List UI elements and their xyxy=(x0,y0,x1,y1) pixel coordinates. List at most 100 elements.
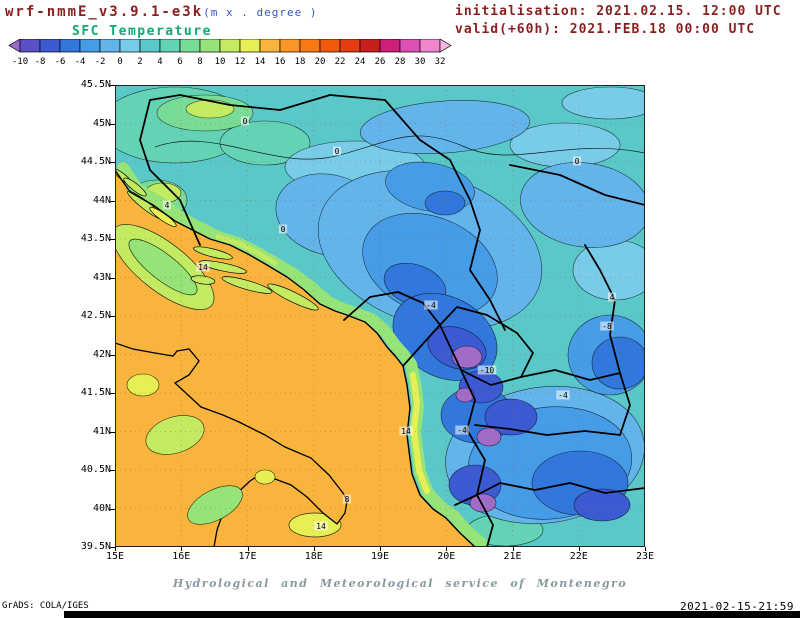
contour-label: 0 xyxy=(240,116,250,126)
isotherm-contour xyxy=(154,135,645,160)
colorbar: -10 -8 -6 -4 -2 0 2 4 6 8 10 12 14 16 18 20 22 24 26 28 30 32 xyxy=(8,39,452,67)
y-axis-label: 44N xyxy=(92,194,111,206)
colorbar-tick-label: 12 xyxy=(235,57,246,67)
axis-tick xyxy=(446,547,448,551)
contour-label: -4 xyxy=(455,425,469,435)
colorbar-cell xyxy=(239,39,261,53)
y-axis-label: 41.5N xyxy=(80,387,111,398)
italy-terrain-patches xyxy=(126,373,276,525)
contour-label: 4 xyxy=(162,200,172,210)
colorbar-cell xyxy=(219,39,241,53)
coastal-warm-band xyxy=(117,162,487,547)
axis-tick xyxy=(578,547,580,551)
contour-label: -4 xyxy=(556,390,570,400)
y-axis-label: 39.5N xyxy=(80,541,111,552)
axis-tick xyxy=(110,123,115,125)
colorbar-cell xyxy=(119,39,141,53)
colorbar-tick-label: 26 xyxy=(375,57,386,67)
colorbar-tick-label: 20 xyxy=(315,57,326,67)
grads-credit: GrADS: COLA/IGES xyxy=(2,601,89,611)
colorbar-tick-label: 32 xyxy=(435,57,446,67)
svg-text:-8: -8 xyxy=(602,322,612,331)
colorbar-tick-label: 24 xyxy=(355,57,366,67)
colorbar-tick-label: 0 xyxy=(117,57,122,67)
x-axis-label: 21E xyxy=(503,551,522,562)
contour-label: 4 xyxy=(607,292,617,302)
contour-label: 14 xyxy=(314,521,328,531)
y-axis-label: 42N xyxy=(92,348,111,360)
service-caption: Hydrological and Meteorological service … xyxy=(172,577,628,590)
y-axis-label: 40N xyxy=(92,502,111,514)
axis-tick xyxy=(380,547,381,551)
colorbar-tick-label: 10 xyxy=(215,57,226,67)
colorbar-tick-label: 16 xyxy=(275,57,286,67)
svg-text:-4: -4 xyxy=(457,426,467,435)
y-axis-label: 41N xyxy=(92,425,111,437)
svg-text:8: 8 xyxy=(345,495,350,504)
model-title: wrf-nmmE_v3.9.1-e3k(m x . degree ) xyxy=(5,4,318,20)
colorbar-cell xyxy=(299,39,321,53)
svg-text:14: 14 xyxy=(316,522,326,531)
colorbar-cell xyxy=(319,39,341,53)
croatian-islands xyxy=(115,168,319,311)
coastline xyxy=(115,169,476,547)
colorbar-tick-label: 4 xyxy=(157,57,162,67)
colorbar-cell xyxy=(39,39,61,53)
temperature-map: 0 0 0 0 -4 -10 -4 -8 4 -4 14 14 14 8 4 xyxy=(115,85,645,547)
axis-tick xyxy=(110,85,115,86)
colorbar-cell xyxy=(379,39,401,53)
svg-text:0: 0 xyxy=(243,117,248,126)
colorbar-tick-label: 8 xyxy=(197,57,202,67)
map-frame xyxy=(115,85,645,547)
colorbar-cell xyxy=(419,39,441,53)
x-axis-label: 18E xyxy=(304,551,323,562)
axis-tick xyxy=(110,316,115,317)
colorbar-tick-label: -2 xyxy=(95,57,106,67)
axis-tick xyxy=(512,547,514,551)
svg-text:14: 14 xyxy=(401,427,411,436)
svg-text:0: 0 xyxy=(575,157,580,166)
colorbar-cell xyxy=(79,39,101,53)
contour-label: 14 xyxy=(399,426,413,436)
colorbar-tick-label: 6 xyxy=(177,57,182,67)
contour-label: 8 xyxy=(342,494,352,504)
svg-text:-4: -4 xyxy=(558,391,568,400)
colorbar-cell xyxy=(339,39,361,53)
y-axis-label: 43N xyxy=(92,271,111,283)
colorbar-cell xyxy=(279,39,301,53)
contour-label: 0 xyxy=(278,224,288,234)
colorbar-cell xyxy=(19,39,41,53)
initialisation-line: initialisation: 2021.02.15. 12:00 UTC xyxy=(455,4,782,19)
svg-text:-4: -4 xyxy=(426,301,436,310)
svg-text:4: 4 xyxy=(165,201,170,210)
field-title: SFC Temperature xyxy=(72,24,212,39)
contour-label: -4 xyxy=(424,300,438,310)
axis-tick xyxy=(313,547,315,551)
colorbar-tick-label: 18 xyxy=(295,57,306,67)
colorbar-cell xyxy=(399,39,421,53)
colorbar-cell xyxy=(199,39,221,53)
colorbar-cell xyxy=(179,39,201,53)
axis-tick xyxy=(110,431,115,433)
svg-text:14: 14 xyxy=(198,263,208,272)
axis-tick xyxy=(110,277,115,279)
colorbar-tick-label: -10 xyxy=(12,57,28,67)
y-axis-label: 43.5N xyxy=(80,233,111,244)
colorbar-tick-label: 2 xyxy=(137,57,142,67)
y-axis-label: 45.5N xyxy=(80,79,111,90)
axis-tick xyxy=(110,508,115,510)
x-axis-label: 19E xyxy=(370,551,390,562)
x-axis-label: 17E xyxy=(238,551,257,562)
x-axis-label: 22E xyxy=(569,551,588,562)
gridlines xyxy=(115,85,645,547)
axis-tick xyxy=(645,547,646,551)
colorbar-cell xyxy=(359,39,381,53)
svg-text:4: 4 xyxy=(610,293,615,302)
units-note: (m x . degree ) xyxy=(203,6,318,19)
svg-text:-10: -10 xyxy=(480,366,495,375)
colorbar-tick-label: 22 xyxy=(335,57,346,67)
model-title-text: wrf-nmmE_v3.9.1-e3k xyxy=(5,4,204,20)
x-axis-label: 16E xyxy=(172,551,191,562)
contour-label: 14 xyxy=(196,262,210,272)
